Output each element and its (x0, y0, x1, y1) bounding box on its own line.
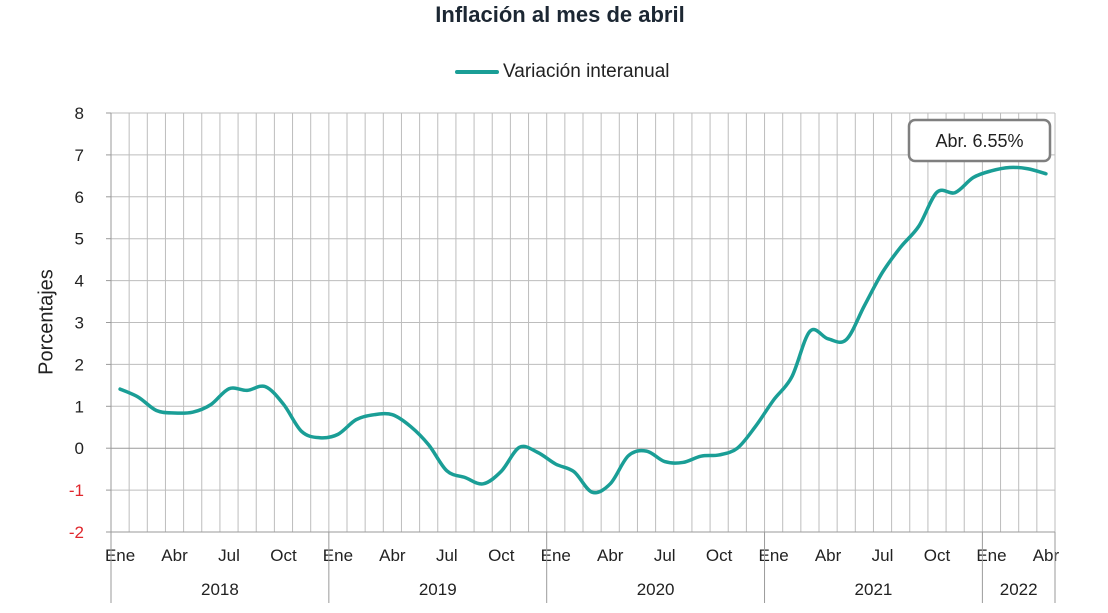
data-point (390, 413, 394, 417)
data-point (881, 270, 885, 274)
data-point (118, 387, 122, 391)
data-point (245, 388, 249, 392)
x-tick-label: Abr (597, 546, 624, 565)
y-tick-label: 3 (75, 314, 84, 333)
y-tick-label: 1 (75, 397, 84, 416)
callout-text: Abr. 6.55% (935, 131, 1023, 151)
x-tick-label: Oct (706, 546, 733, 565)
data-point (572, 470, 576, 474)
x-tick-label: Jul (872, 546, 894, 565)
data-point (862, 304, 866, 308)
data-point (717, 453, 721, 457)
data-point (481, 482, 485, 486)
y-tick-label: -2 (69, 523, 84, 542)
data-point (917, 224, 921, 228)
series-line-variacion-interanual (118, 165, 1048, 495)
data-point (354, 418, 358, 422)
x-tick-label: Ene (323, 546, 353, 565)
data-point (971, 176, 975, 180)
x-tick-label: Oct (488, 546, 515, 565)
y-tick-label: 6 (75, 188, 84, 207)
data-point (554, 462, 558, 466)
x-tick-label: Jul (436, 546, 458, 565)
x-tick-label: Oct (924, 546, 951, 565)
data-point (772, 398, 776, 402)
y-tick-label: 4 (75, 272, 84, 291)
x-tick-label: Jul (218, 546, 240, 565)
data-point (536, 450, 540, 454)
y-tick-label: 5 (75, 230, 84, 249)
year-label: 2019 (419, 580, 457, 599)
data-point (154, 408, 158, 412)
x-tick-label: Ene (541, 546, 571, 565)
data-point (844, 338, 848, 342)
data-point (735, 446, 739, 450)
data-point (989, 169, 993, 173)
data-point (300, 429, 304, 433)
data-point (136, 395, 140, 399)
data-point (263, 385, 267, 389)
year-label: 2021 (855, 580, 893, 599)
data-point (753, 424, 757, 428)
data-point (1044, 172, 1048, 176)
data-point (445, 469, 449, 473)
data-point (699, 454, 703, 458)
data-point (626, 454, 630, 458)
x-tick-label: Abr (379, 546, 406, 565)
legend-label: Variación interanual (503, 61, 670, 82)
data-point (645, 449, 649, 453)
x-tick-label: Abr (815, 546, 842, 565)
data-point (499, 469, 503, 473)
chart-title: Inflación al mes de abril (435, 2, 685, 27)
data-point (1026, 167, 1030, 171)
year-label: 2018 (201, 580, 239, 599)
callout-box (907, 118, 1052, 163)
data-point (808, 329, 812, 333)
data-point (281, 402, 285, 406)
y-tick-label: 2 (75, 355, 84, 374)
x-tick-label: Ene (758, 546, 788, 565)
x-tick-label: Abr (161, 546, 188, 565)
y-tick-label: 0 (75, 439, 84, 458)
x-tick-label: Ene (976, 546, 1006, 565)
x-tick-label: Jul (654, 546, 676, 565)
legend-swatch (455, 70, 499, 74)
x-tick-label: Abr (1033, 546, 1060, 565)
data-point (427, 443, 431, 447)
legend: Variación interanual (455, 61, 670, 83)
data-point (209, 403, 213, 407)
y-tick-label: 8 (75, 104, 84, 123)
year-label: 2022 (1000, 580, 1038, 599)
data-point (318, 436, 322, 440)
data-point (463, 476, 467, 480)
data-point (935, 190, 939, 194)
callout-annotation: Abr. 6.55% (907, 118, 1052, 163)
data-point (517, 445, 521, 449)
year-label: 2020 (637, 580, 675, 599)
data-point (409, 424, 413, 428)
data-point (1008, 165, 1012, 169)
data-point (372, 413, 376, 417)
data-point (590, 490, 594, 494)
data-point (826, 337, 830, 341)
y-tick-label: -1 (69, 481, 84, 500)
y-tick-label: 7 (75, 146, 84, 165)
data-point (173, 411, 177, 415)
data-point (608, 482, 612, 486)
data-point (336, 432, 340, 436)
data-point (681, 460, 685, 464)
data-point (899, 245, 903, 249)
data-point (227, 387, 231, 391)
x-tick-label: Ene (105, 546, 135, 565)
data-point (191, 410, 195, 414)
data-point (790, 375, 794, 379)
data-point (953, 191, 957, 195)
data-point (663, 460, 667, 464)
x-tick-label: Oct (270, 546, 297, 565)
